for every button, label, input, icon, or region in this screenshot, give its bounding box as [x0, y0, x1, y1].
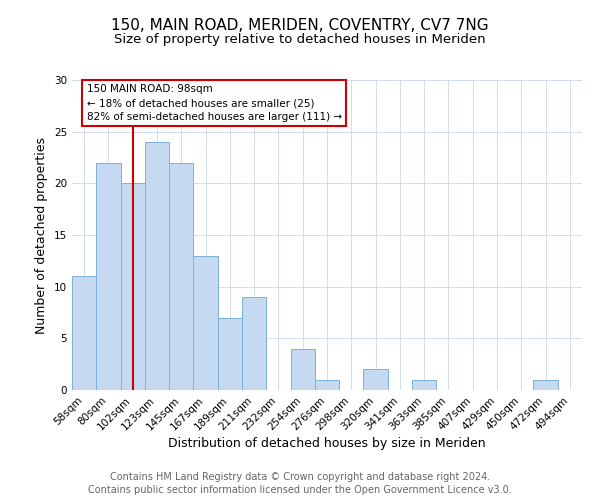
- Text: Contains public sector information licensed under the Open Government Licence v3: Contains public sector information licen…: [88, 485, 512, 495]
- Text: 150 MAIN ROAD: 98sqm
← 18% of detached houses are smaller (25)
82% of semi-detac: 150 MAIN ROAD: 98sqm ← 18% of detached h…: [86, 84, 341, 122]
- Text: Contains HM Land Registry data © Crown copyright and database right 2024.: Contains HM Land Registry data © Crown c…: [110, 472, 490, 482]
- Text: Size of property relative to detached houses in Meriden: Size of property relative to detached ho…: [114, 32, 486, 46]
- Bar: [169, 162, 193, 390]
- Bar: [72, 276, 96, 390]
- Bar: [412, 380, 436, 390]
- Y-axis label: Number of detached properties: Number of detached properties: [35, 136, 49, 334]
- Bar: [96, 162, 121, 390]
- X-axis label: Distribution of detached houses by size in Meriden: Distribution of detached houses by size …: [168, 438, 486, 450]
- Bar: [533, 380, 558, 390]
- Text: 150, MAIN ROAD, MERIDEN, COVENTRY, CV7 7NG: 150, MAIN ROAD, MERIDEN, COVENTRY, CV7 7…: [111, 18, 489, 32]
- Bar: [145, 142, 169, 390]
- Bar: [193, 256, 218, 390]
- Bar: [121, 184, 145, 390]
- Bar: [364, 370, 388, 390]
- Bar: [315, 380, 339, 390]
- Bar: [242, 297, 266, 390]
- Bar: [290, 348, 315, 390]
- Bar: [218, 318, 242, 390]
